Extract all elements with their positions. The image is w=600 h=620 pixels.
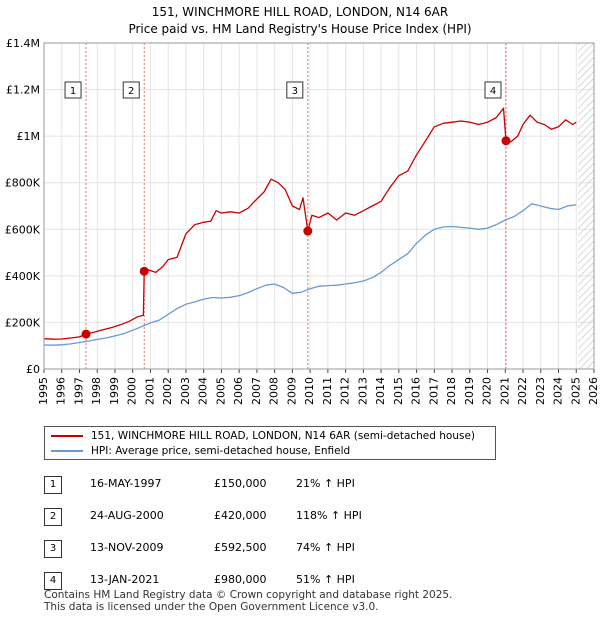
y-tick-label: £0 [26,363,40,376]
sale-date: 13-JAN-2021 [90,573,160,586]
x-tick-label: 2015 [392,377,405,405]
sale-label-box [64,81,82,99]
x-tick-label: 1999 [108,377,121,405]
sale-date: 16-MAY-1997 [90,477,162,490]
sale-hpi-change: 21% ↑ HPI [296,477,355,490]
sale-label-number: 3 [292,86,298,97]
sale-number-badge: 4 [44,572,62,590]
sale-date: 24-AUG-2000 [90,509,164,522]
sale-row: 4 13-JAN-2021 £980,000 51% ↑ HPI [44,568,444,600]
x-tick-label: 2000 [126,377,139,405]
legend-entry-property: 151, WINCHMORE HILL ROAD, LONDON, N14 6A… [51,428,475,444]
plot-border [43,42,595,370]
x-tick-label: 1997 [72,377,85,405]
sales-table: 1 16-MAY-1997 £150,000 21% ↑ HPI 2 24-AU… [44,472,444,600]
x-tick-label: 2021 [498,377,511,405]
legend-label-hpi: HPI: Average price, semi-detached house,… [91,445,351,457]
price-chart: 151, WINCHMORE HILL ROAD, LONDON, N14 6A… [5,5,600,405]
x-tick-label: 2011 [321,377,334,405]
property-series-line [43,107,577,340]
y-tick-label: £200K [5,316,41,329]
x-tick-label: 2005 [214,377,227,405]
legend-label-property: 151, WINCHMORE HILL ROAD, LONDON, N14 6A… [91,430,476,442]
x-tick-label: 2007 [250,377,263,405]
sale-price: £592,500 [214,541,267,554]
sale-price: £420,000 [214,509,267,522]
chart-subtitle: Price paid vs. HM Land Registry's House … [128,22,471,36]
footer-line-copyright: Contains HM Land Registry data © Crown c… [44,589,453,601]
sale-price: £150,000 [214,477,267,490]
sale-row: 3 13-NOV-2009 £592,500 74% ↑ HPI [44,536,444,568]
sale-point [81,329,91,339]
y-tick-label: £1.4M [6,37,40,50]
x-tick-label: 2020 [481,377,494,405]
sale-label-number: 4 [490,86,496,97]
x-tick-label: 2012 [339,377,352,405]
sale-label-number: 1 [70,86,76,97]
sale-point [501,136,511,146]
y-tick-label: £800K [5,177,41,190]
sale-label-box [286,81,304,99]
x-tick-label: 1998 [90,377,103,405]
future-hatch-region [578,43,594,369]
x-tick-label: 2023 [534,377,547,405]
sale-number-badge: 2 [44,508,62,526]
sale-row: 2 24-AUG-2000 £420,000 118% ↑ HPI [44,504,444,536]
x-tick-label: 2024 [552,377,565,405]
sale-hpi-change: 74% ↑ HPI [296,541,355,554]
sale-point [303,226,313,236]
x-tick-label: 2017 [427,377,440,405]
sale-date: 13-NOV-2009 [90,541,164,554]
x-tick-label: 2002 [161,377,174,405]
x-tick-label: 2016 [410,377,423,405]
legend-entry-hpi: HPI: Average price, semi-detached house,… [51,443,350,459]
x-tick-label: 2022 [516,377,529,405]
x-tick-label: 2004 [197,377,210,405]
y-tick-label: £400K [5,270,41,283]
hpi-series-line [43,203,577,346]
y-tick-label: £600K [5,223,41,236]
sale-row: 1 16-MAY-1997 £150,000 21% ↑ HPI [44,472,444,504]
footer-line-licence: This data is licensed under the Open Gov… [44,601,379,613]
x-tick-label: 1995 [37,377,50,405]
x-tick-label: 2003 [179,377,192,405]
x-tick-label: 2026 [587,377,600,405]
chart-legend: 151, WINCHMORE HILL ROAD, LONDON, N14 6A… [44,426,496,460]
legend-swatch-property [51,435,83,437]
sale-hpi-change: 118% ↑ HPI [296,509,362,522]
x-tick-label: 2019 [463,377,476,405]
sale-number-badge: 1 [44,476,62,494]
x-tick-label: 2014 [374,377,387,405]
sale-label-box [484,81,502,99]
y-tick-label: £1.2M [6,84,40,97]
sale-hpi-change: 51% ↑ HPI [296,573,355,586]
sale-price: £980,000 [214,573,267,586]
y-tick-label: £1M [17,130,41,143]
x-tick-label: 1996 [55,377,68,405]
sale-label-box [122,81,140,99]
x-tick-label: 2009 [285,377,298,405]
x-tick-label: 2013 [356,377,369,405]
x-tick-label: 2008 [268,377,281,405]
sale-label-number: 2 [128,86,134,97]
footer-attribution: Contains HM Land Registry data © Crown c… [44,589,452,613]
x-tick-label: 2010 [303,377,316,405]
sale-number-badge: 3 [44,540,62,558]
legend-swatch-hpi [51,450,83,452]
x-tick-label: 2018 [445,377,458,405]
chart-title: 151, WINCHMORE HILL ROAD, LONDON, N14 6A… [152,5,448,19]
x-tick-label: 2001 [143,377,156,405]
x-tick-label: 2006 [232,377,245,405]
sale-point [139,266,149,276]
x-tick-label: 2025 [569,377,582,405]
